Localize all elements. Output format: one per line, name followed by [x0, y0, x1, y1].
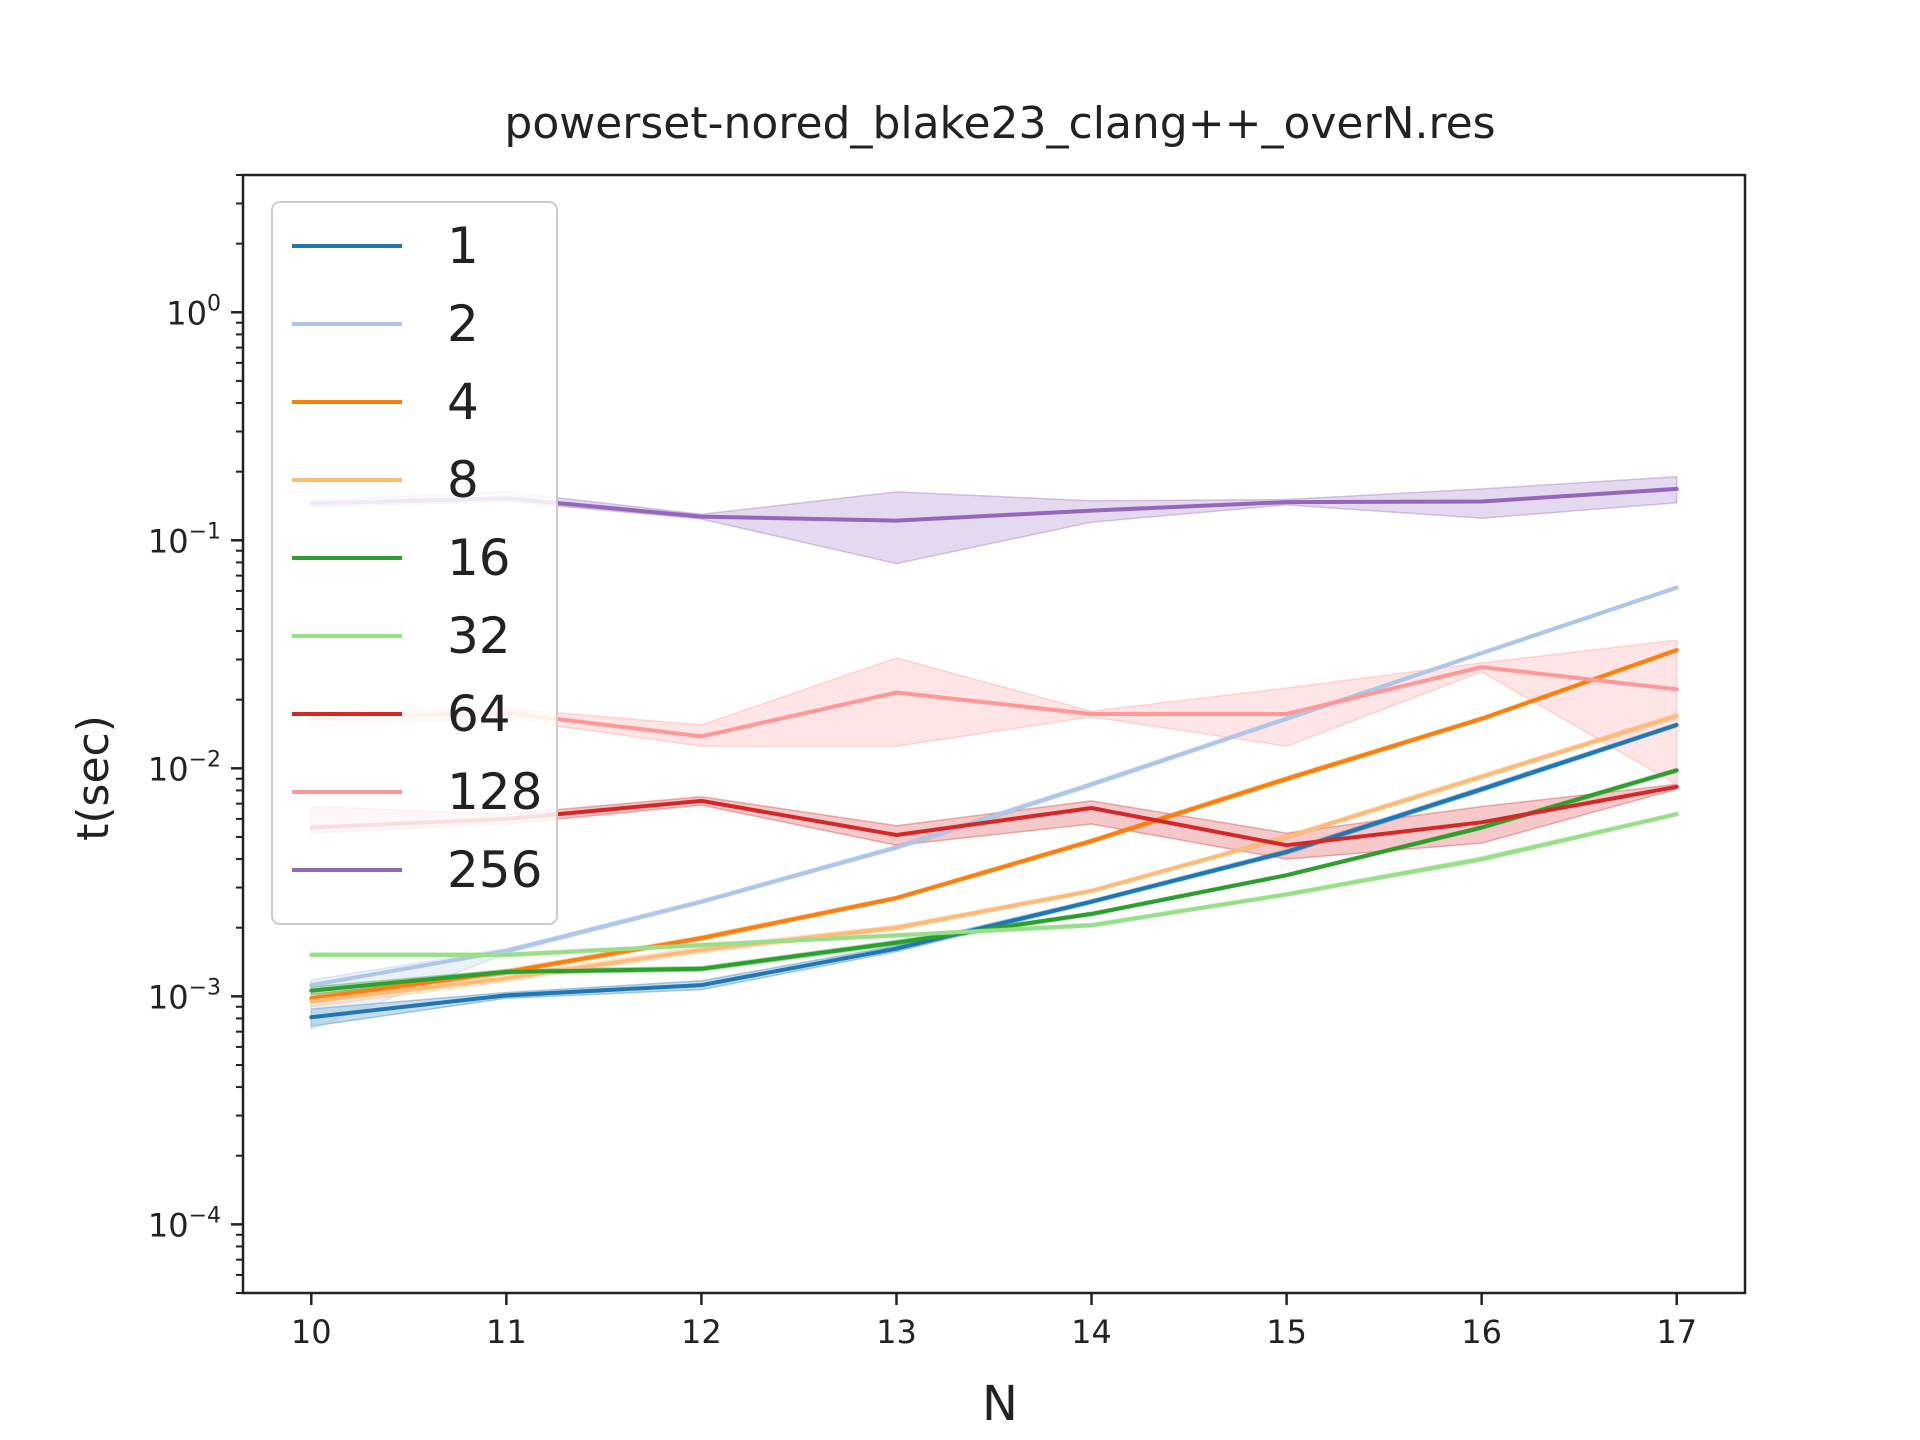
line-series-16	[309, 768, 1679, 993]
band-series-128	[310, 639, 1678, 786]
line-series-2	[309, 585, 1679, 988]
legend-label-1: 1	[447, 217, 479, 275]
x-tick-label: 17	[1656, 1313, 1697, 1351]
y-tick-label: 10−4	[148, 1203, 221, 1244]
y-tick-label: 10−3	[148, 975, 221, 1016]
line-series-32	[309, 812, 1679, 957]
chart-title: powerset-nored_blake23_clang++_overN.res	[504, 98, 1495, 149]
x-tick-label: 10	[291, 1313, 332, 1351]
legend-label-256: 256	[447, 841, 542, 899]
x-tick-label: 16	[1461, 1313, 1502, 1351]
legend-label-128: 128	[447, 763, 542, 821]
legend-label-2: 2	[447, 295, 479, 353]
x-tick-label: 15	[1266, 1313, 1307, 1351]
legend-label-64: 64	[447, 685, 511, 743]
line-series-4	[309, 648, 1679, 1001]
x-tick-label: 14	[1071, 1313, 1112, 1351]
band-series-16	[310, 767, 1678, 996]
x-tick-label: 13	[876, 1313, 917, 1351]
x-axis-label: N	[982, 1376, 1018, 1432]
line-series-8	[309, 713, 1679, 1004]
plot-frame	[241, 173, 1747, 1295]
legend-label-4: 4	[447, 373, 479, 431]
y-tick-label: 100	[166, 291, 221, 332]
band-series-256	[310, 475, 1678, 565]
legend-label-8: 8	[447, 451, 479, 509]
legend-box	[271, 201, 558, 925]
line-series-1	[309, 722, 1679, 1020]
legend-label-32: 32	[447, 607, 511, 665]
legend-label-16: 16	[447, 529, 511, 587]
x-tick-label: 11	[486, 1313, 527, 1351]
y-tick-label: 10−1	[148, 519, 221, 560]
y-tick-label: 10−2	[148, 747, 221, 788]
y-axis-label: t(sec)	[68, 715, 119, 841]
x-tick-label: 12	[681, 1313, 722, 1351]
band-series-8	[310, 712, 1678, 1008]
legend: 1 2 4 8 16 32 64 128 256	[271, 201, 558, 925]
